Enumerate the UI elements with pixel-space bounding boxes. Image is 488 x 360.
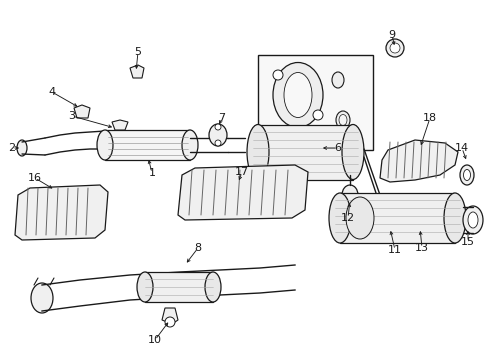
Ellipse shape: [443, 193, 465, 243]
Ellipse shape: [412, 211, 426, 229]
Ellipse shape: [204, 272, 221, 302]
Text: 2: 2: [8, 143, 16, 153]
Ellipse shape: [208, 124, 226, 146]
Circle shape: [164, 317, 175, 327]
Ellipse shape: [341, 125, 363, 180]
Ellipse shape: [338, 114, 346, 126]
Polygon shape: [130, 65, 143, 78]
Ellipse shape: [17, 140, 27, 156]
Polygon shape: [162, 308, 178, 324]
Ellipse shape: [463, 170, 469, 180]
Ellipse shape: [341, 185, 357, 205]
Bar: [339, 193, 454, 243]
Ellipse shape: [182, 130, 198, 160]
Circle shape: [389, 43, 399, 53]
Circle shape: [312, 110, 323, 120]
Ellipse shape: [346, 197, 373, 239]
Text: 5: 5: [134, 47, 141, 57]
Text: 6: 6: [334, 143, 341, 153]
Text: 10: 10: [148, 335, 162, 345]
Bar: [145, 272, 213, 302]
Ellipse shape: [272, 63, 323, 127]
Text: 9: 9: [387, 30, 395, 40]
Text: 14: 14: [454, 143, 468, 153]
Circle shape: [272, 70, 283, 80]
Polygon shape: [178, 165, 307, 220]
Polygon shape: [15, 185, 108, 240]
Text: 11: 11: [387, 245, 401, 255]
Ellipse shape: [335, 111, 349, 129]
Circle shape: [215, 124, 221, 130]
Polygon shape: [379, 140, 457, 182]
Bar: [105, 130, 190, 160]
Polygon shape: [74, 105, 90, 118]
Ellipse shape: [246, 125, 268, 180]
Ellipse shape: [462, 206, 482, 234]
Text: 18: 18: [422, 113, 436, 123]
Text: 12: 12: [340, 213, 354, 223]
Text: 3: 3: [68, 111, 75, 121]
Ellipse shape: [97, 130, 113, 160]
Text: 16: 16: [28, 173, 42, 183]
Ellipse shape: [459, 165, 473, 185]
Circle shape: [385, 39, 403, 57]
Ellipse shape: [137, 272, 153, 302]
Text: 1: 1: [148, 168, 155, 178]
Bar: [258, 55, 372, 150]
Polygon shape: [112, 120, 128, 130]
Text: 8: 8: [194, 243, 201, 253]
Ellipse shape: [331, 72, 343, 88]
Text: 15: 15: [460, 237, 474, 247]
Ellipse shape: [284, 72, 311, 117]
Text: 7: 7: [218, 113, 225, 123]
Text: 4: 4: [48, 87, 56, 97]
Ellipse shape: [467, 212, 477, 228]
Text: 17: 17: [234, 167, 248, 177]
Bar: [258, 125, 352, 180]
Circle shape: [215, 140, 221, 146]
Ellipse shape: [31, 283, 53, 313]
Ellipse shape: [328, 193, 350, 243]
Text: 13: 13: [414, 243, 428, 253]
